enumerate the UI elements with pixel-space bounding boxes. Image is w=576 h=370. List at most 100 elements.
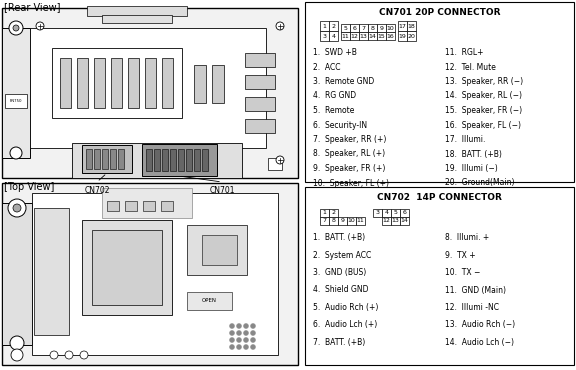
Bar — [391, 217, 400, 225]
Text: 6: 6 — [353, 26, 357, 30]
Bar — [356, 217, 365, 225]
Text: 15.  Speaker, FR (−): 15. Speaker, FR (−) — [445, 106, 522, 115]
Text: 3: 3 — [323, 34, 327, 38]
Circle shape — [237, 330, 241, 336]
Text: 7: 7 — [362, 26, 366, 30]
Bar — [202, 235, 237, 265]
Circle shape — [244, 337, 248, 343]
Bar — [373, 209, 382, 217]
Bar — [359, 24, 368, 32]
Text: 7.  BATT. (+B): 7. BATT. (+B) — [313, 338, 365, 347]
Bar — [341, 24, 350, 32]
Circle shape — [13, 204, 21, 212]
Bar — [187, 292, 232, 310]
Text: OPEN: OPEN — [202, 299, 217, 303]
Circle shape — [10, 336, 24, 350]
Circle shape — [244, 330, 248, 336]
Bar — [86, 149, 92, 169]
Text: 5: 5 — [393, 211, 397, 215]
Circle shape — [229, 330, 234, 336]
Text: 1: 1 — [323, 24, 327, 28]
Bar — [102, 149, 108, 169]
Bar — [162, 58, 173, 108]
Text: CN701: CN701 — [209, 186, 235, 195]
Bar — [329, 31, 338, 41]
Circle shape — [251, 337, 256, 343]
Circle shape — [276, 156, 284, 164]
Bar — [320, 31, 329, 41]
Bar — [94, 149, 100, 169]
Bar — [128, 58, 139, 108]
Bar — [268, 158, 282, 170]
Text: CN702  14P CONNECTOR: CN702 14P CONNECTOR — [377, 193, 502, 202]
Text: 11: 11 — [357, 219, 365, 223]
Circle shape — [11, 349, 23, 361]
Bar — [2, 203, 32, 345]
Text: 13: 13 — [392, 219, 399, 223]
Bar — [107, 201, 119, 211]
Text: 12: 12 — [351, 34, 358, 38]
Bar — [170, 149, 176, 171]
Text: 2: 2 — [332, 211, 335, 215]
Bar — [111, 58, 122, 108]
Text: 5.  Remote: 5. Remote — [313, 106, 354, 115]
Circle shape — [251, 330, 256, 336]
Text: 1.  SWD +B: 1. SWD +B — [313, 48, 357, 57]
Bar — [377, 24, 386, 32]
Circle shape — [8, 199, 26, 217]
Bar — [52, 48, 182, 118]
Text: 4.  RG GND: 4. RG GND — [313, 91, 356, 101]
Bar — [154, 149, 160, 171]
Circle shape — [65, 351, 73, 359]
Bar — [60, 58, 71, 108]
Bar — [368, 24, 377, 32]
Text: 18.  BATT. (+B): 18. BATT. (+B) — [445, 149, 502, 158]
Bar — [194, 149, 200, 171]
Bar — [178, 149, 184, 171]
Text: 9: 9 — [340, 219, 344, 223]
Circle shape — [229, 323, 234, 329]
Text: 9.  Speaker, FR (+): 9. Speaker, FR (+) — [313, 164, 385, 173]
Bar — [347, 217, 356, 225]
Text: 13.  Speaker, RR (−): 13. Speaker, RR (−) — [445, 77, 523, 86]
Text: 5.  Audio Rch (+): 5. Audio Rch (+) — [313, 303, 378, 312]
Circle shape — [10, 147, 22, 159]
Text: 11.  RGL+: 11. RGL+ — [445, 48, 483, 57]
Text: 11: 11 — [342, 34, 350, 38]
Text: 14: 14 — [369, 34, 377, 38]
Bar — [32, 193, 278, 355]
Bar — [202, 149, 208, 171]
Circle shape — [237, 337, 241, 343]
Bar — [87, 6, 187, 16]
Circle shape — [276, 22, 284, 30]
Text: 20: 20 — [408, 34, 415, 38]
Bar — [245, 75, 275, 89]
Circle shape — [13, 25, 19, 31]
Bar — [350, 24, 359, 32]
Text: 5: 5 — [343, 26, 347, 30]
Text: 16.  Speaker, FL (−): 16. Speaker, FL (−) — [445, 121, 521, 130]
Text: 12: 12 — [382, 219, 391, 223]
Text: 15: 15 — [378, 34, 385, 38]
Text: 10.  Speaker, FL (+): 10. Speaker, FL (+) — [313, 178, 389, 188]
Text: 12.  Illumi -NC: 12. Illumi -NC — [445, 303, 499, 312]
Text: 12.  Tel. Mute: 12. Tel. Mute — [445, 63, 496, 71]
Text: 2.  ACC: 2. ACC — [313, 63, 340, 71]
Bar — [92, 230, 162, 305]
Text: 6.  Audio Lch (+): 6. Audio Lch (+) — [313, 320, 377, 330]
Circle shape — [244, 344, 248, 350]
Bar — [143, 201, 155, 211]
Text: 18: 18 — [408, 24, 415, 28]
Text: 2: 2 — [332, 24, 335, 28]
Text: 8.  Speaker, RL (+): 8. Speaker, RL (+) — [313, 149, 385, 158]
Bar — [145, 58, 156, 108]
Text: 4.  Shield GND: 4. Shield GND — [313, 286, 369, 295]
Text: 9.  TX +: 9. TX + — [445, 250, 476, 259]
Bar — [82, 220, 172, 315]
Bar — [245, 53, 275, 67]
Bar — [382, 209, 391, 217]
Bar — [245, 97, 275, 111]
Bar — [386, 24, 395, 32]
Text: 7.  Speaker, RR (+): 7. Speaker, RR (+) — [313, 135, 386, 144]
Bar — [350, 32, 359, 40]
